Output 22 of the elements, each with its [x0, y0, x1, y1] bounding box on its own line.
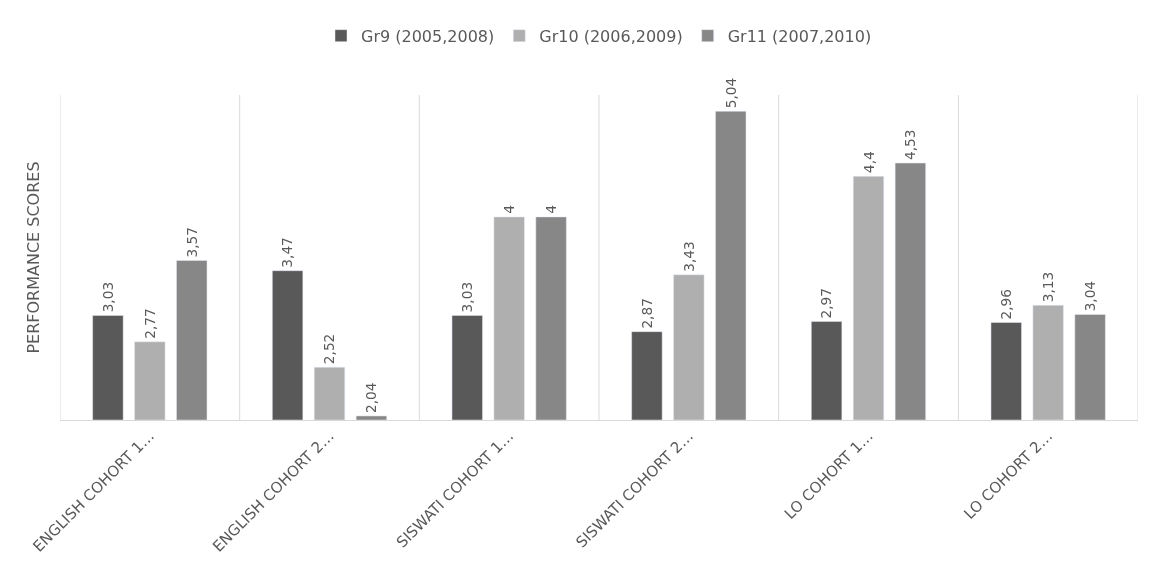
- data-label: 3,03: [459, 281, 476, 313]
- data-label: 3,43: [680, 241, 697, 272]
- data-label: 2,87: [638, 298, 655, 329]
- data-label: 2,77: [141, 308, 158, 339]
- data-label: 4,4: [860, 150, 877, 174]
- data-label: 4: [501, 204, 518, 214]
- data-label: 3,57: [183, 227, 200, 258]
- data-label: 2,96: [998, 289, 1015, 320]
- data-label: 4,53: [902, 129, 919, 161]
- legend-label: Gr11 (2007,2010): [727, 26, 872, 46]
- data-label: 2,52: [321, 333, 338, 365]
- y-axis-title: PERFORMANCE SCORES: [23, 161, 43, 354]
- data-label: 3,03: [99, 281, 116, 313]
- data-label: 4: [543, 204, 560, 214]
- data-label: 3,47: [279, 237, 296, 268]
- data-label: 3,13: [1040, 271, 1057, 303]
- data-label: 2,04: [363, 382, 380, 413]
- data-label: 3,04: [1081, 280, 1098, 312]
- legend-label: Gr9 (2005,2008): [361, 26, 495, 46]
- legend-label: Gr10 (2006,2009): [539, 26, 683, 46]
- data-label: 5,04: [722, 77, 739, 109]
- data-label: 2,97: [818, 287, 835, 319]
